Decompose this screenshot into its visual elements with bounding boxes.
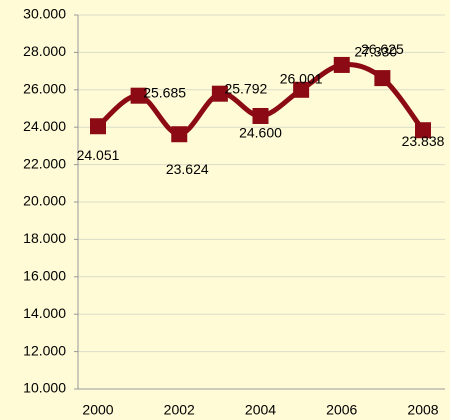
marker (90, 118, 106, 135)
marker (415, 122, 431, 139)
x-tick-label: 2004 (245, 402, 276, 418)
y-tick-label: 12.000 (23, 342, 66, 358)
y-tick-label: 18.000 (23, 230, 66, 246)
data-label: 23.624 (166, 161, 209, 177)
data-label: 24.051 (77, 147, 120, 163)
y-tick-label: 30.000 (23, 6, 66, 22)
data-label: 25.792 (224, 80, 267, 96)
y-tick-label: 26.000 (23, 81, 66, 97)
marker (211, 85, 228, 102)
x-tick-label: 2002 (164, 402, 195, 418)
y-tick-label: 16.000 (23, 268, 66, 284)
data-label: 25.685 (143, 84, 186, 100)
x-tick-label: 2000 (82, 402, 113, 418)
marker (252, 107, 269, 124)
marker (293, 81, 310, 98)
marker (374, 70, 391, 87)
y-tick-label: 20.000 (23, 193, 66, 209)
marker (333, 56, 350, 73)
y-tick-label: 14.000 (23, 305, 66, 321)
data-label: 23.838 (402, 133, 445, 149)
y-tick-label: 10.000 (23, 380, 66, 396)
data-label: 27.330 (354, 44, 397, 60)
x-tick-label: 2008 (407, 402, 438, 418)
marker (130, 87, 147, 104)
x-tick-label: 2006 (326, 402, 357, 418)
y-tick-label: 22.000 (23, 155, 66, 171)
data-label: 26.001 (280, 70, 323, 86)
marker (171, 126, 188, 143)
y-tick-label: 28.000 (23, 43, 66, 59)
y-tick-label: 24.000 (23, 118, 66, 134)
data-label: 24.600 (239, 125, 282, 141)
data-label: 26.625 (361, 41, 404, 57)
